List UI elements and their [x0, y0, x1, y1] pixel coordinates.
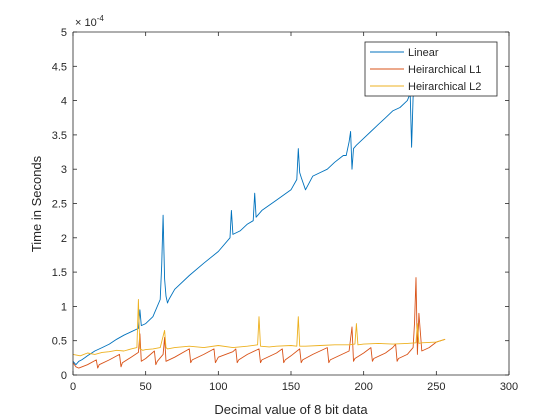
legend: Linear Heirarchical L1 Heirarchical L2 [364, 41, 498, 97]
x-tick-label: 0 [70, 381, 76, 393]
ticks-layer: 0 50 100 150 200 250 300 0 0.5 1 1.5 2 2.5 3 3.5 4 4.5 5 [52, 27, 518, 393]
legend-item: Heirarchical L2 [370, 81, 481, 93]
y-tick-label: 4.5 [52, 61, 67, 73]
x-tick-label: 50 [140, 381, 152, 393]
y-exponent-label: × 10-4 [75, 14, 104, 29]
y-tick-label: 2.5 [52, 199, 67, 211]
legend-item: Linear [370, 47, 439, 59]
y-tick-label: 3.5 [52, 130, 67, 142]
y-tick-label: 1 [61, 301, 67, 313]
series-line-heirarchical-l2 [72, 299, 446, 357]
series-line-linear [72, 86, 444, 366]
x-tick-label: 250 [427, 381, 445, 393]
legend-label: Heirarchical L2 [408, 81, 481, 93]
x-tick-label: 300 [500, 381, 518, 393]
y-tick-label: 0 [61, 370, 67, 382]
y-tick-label: 5 [61, 27, 67, 39]
y-tick-label: 4 [61, 96, 67, 108]
x-tick-label: 200 [354, 381, 372, 393]
y-tick-label: 3 [61, 164, 67, 176]
x-axis-label: Decimal value of 8 bit data [214, 402, 368, 417]
y-tick-label: 1.5 [52, 267, 67, 279]
x-tick-label: 100 [209, 381, 227, 393]
legend-item: Heirarchical L1 [370, 64, 481, 76]
legend-label: Heirarchical L1 [408, 64, 481, 76]
legend-label: Linear [408, 47, 439, 59]
series-line-heirarchical-l1 [72, 277, 446, 369]
y-axis-label: Time in Seconds [29, 155, 44, 252]
y-tick-label: 2 [61, 233, 67, 245]
series-layer [72, 86, 446, 369]
y-tick-label: 0.5 [52, 336, 67, 348]
x-tick-label: 150 [282, 381, 300, 393]
